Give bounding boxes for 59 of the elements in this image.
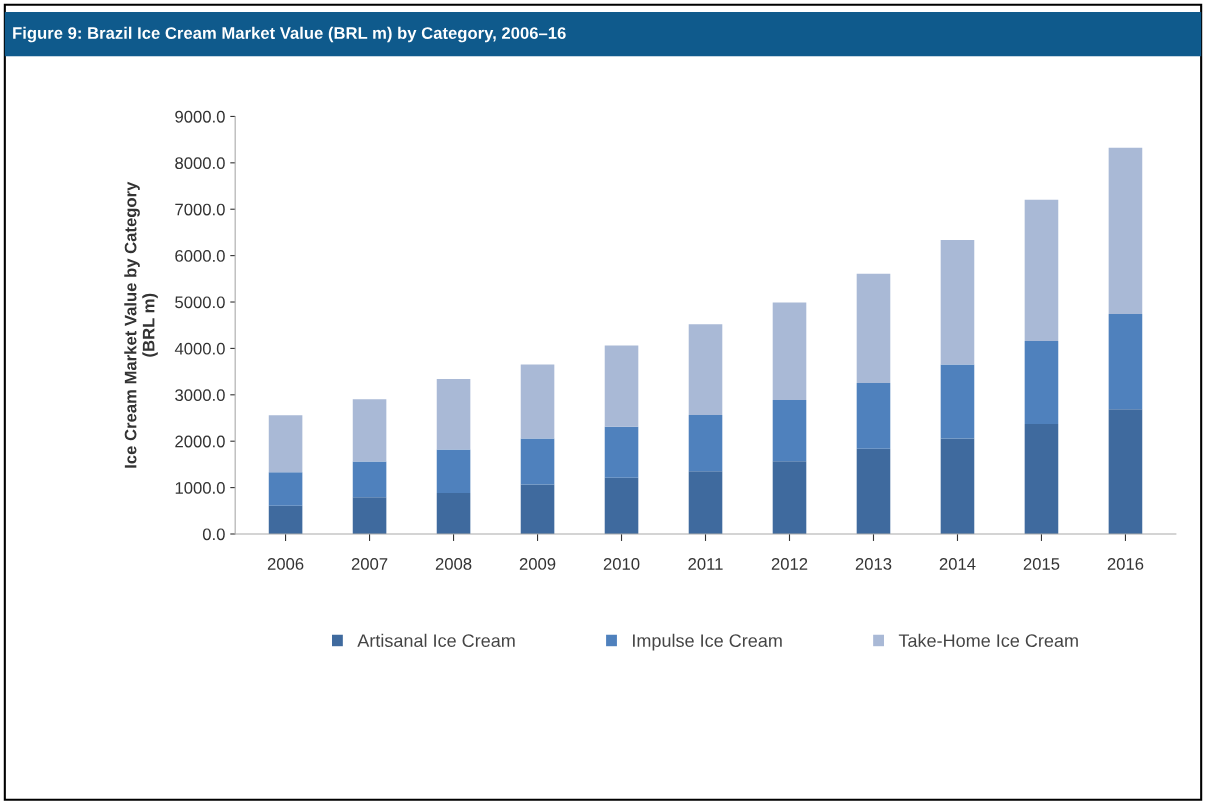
legend-label: Artisanal Ice Cream: [357, 633, 515, 648]
y-tick-label: 2000.0: [175, 435, 225, 448]
bar: [604, 426, 639, 478]
bar: [772, 302, 807, 400]
bar: [520, 484, 555, 534]
bar: [604, 345, 639, 427]
y-tick-label: 4000.0: [174, 342, 225, 355]
bar: [1108, 409, 1143, 534]
legend-label: Impulse Ice Cream: [633, 633, 782, 651]
bar: [436, 449, 471, 493]
bar: [1024, 424, 1059, 534]
y-tick-label: 5000.0: [175, 296, 225, 309]
x-tick-label: 2015: [1023, 558, 1060, 570]
bar: [520, 364, 555, 439]
x-tick-label: 2011: [688, 558, 723, 570]
x-tick-label: 2009: [519, 558, 556, 570]
x-tick-label: 2007: [351, 558, 388, 570]
y-axis-title: Ice Cream Market Value by Category (BRL m): [124, 181, 158, 468]
y-tick-label: 1000.0: [175, 482, 225, 494]
x-tick-label: 2016: [1107, 558, 1144, 570]
legend-label: Take-Home Ice Cream: [898, 633, 1078, 648]
bar: [856, 382, 891, 449]
bar: [856, 273, 891, 383]
bar: [688, 414, 723, 472]
y-tick-label: 9000.0: [175, 110, 225, 123]
x-tick-label: 2010: [603, 558, 640, 570]
y-tick-label: 8000.0: [175, 157, 225, 170]
y-tick-label: 7000.0: [175, 203, 225, 216]
y-tick-label: 6000.0: [175, 250, 225, 262]
bar: [1024, 340, 1059, 425]
bar: [352, 497, 387, 534]
bar: [268, 505, 303, 534]
bar: [940, 240, 975, 365]
bar: [352, 461, 387, 498]
bar: [604, 477, 639, 534]
bar: [688, 471, 723, 534]
bar: [940, 438, 975, 534]
x-tick-label: 2013: [855, 558, 892, 570]
bar: [856, 448, 891, 534]
bar: [520, 438, 555, 485]
bar: [1024, 199, 1059, 341]
y-tick-label: 0.0: [202, 528, 225, 541]
bar: [268, 472, 303, 506]
bar: [940, 364, 975, 439]
bar: [436, 379, 471, 450]
bar: [1108, 314, 1143, 410]
bar: [772, 461, 807, 534]
chart-title: Figure 9: Brazil Ice Cream Market Value (BRL m) by Category, 2006–16: [13, 26, 566, 43]
bar: [352, 399, 387, 462]
bar: [1108, 147, 1143, 315]
bar: [688, 324, 723, 415]
bar: [268, 415, 303, 473]
x-tick-label: 2014: [939, 558, 976, 570]
y-tick-label: 3000.0: [175, 389, 225, 402]
x-tick-label: 2012: [771, 558, 808, 570]
bar: [772, 399, 807, 462]
x-tick-label: 2006: [267, 558, 304, 570]
x-tick-label: 2008: [435, 558, 472, 570]
bar: [436, 492, 471, 534]
